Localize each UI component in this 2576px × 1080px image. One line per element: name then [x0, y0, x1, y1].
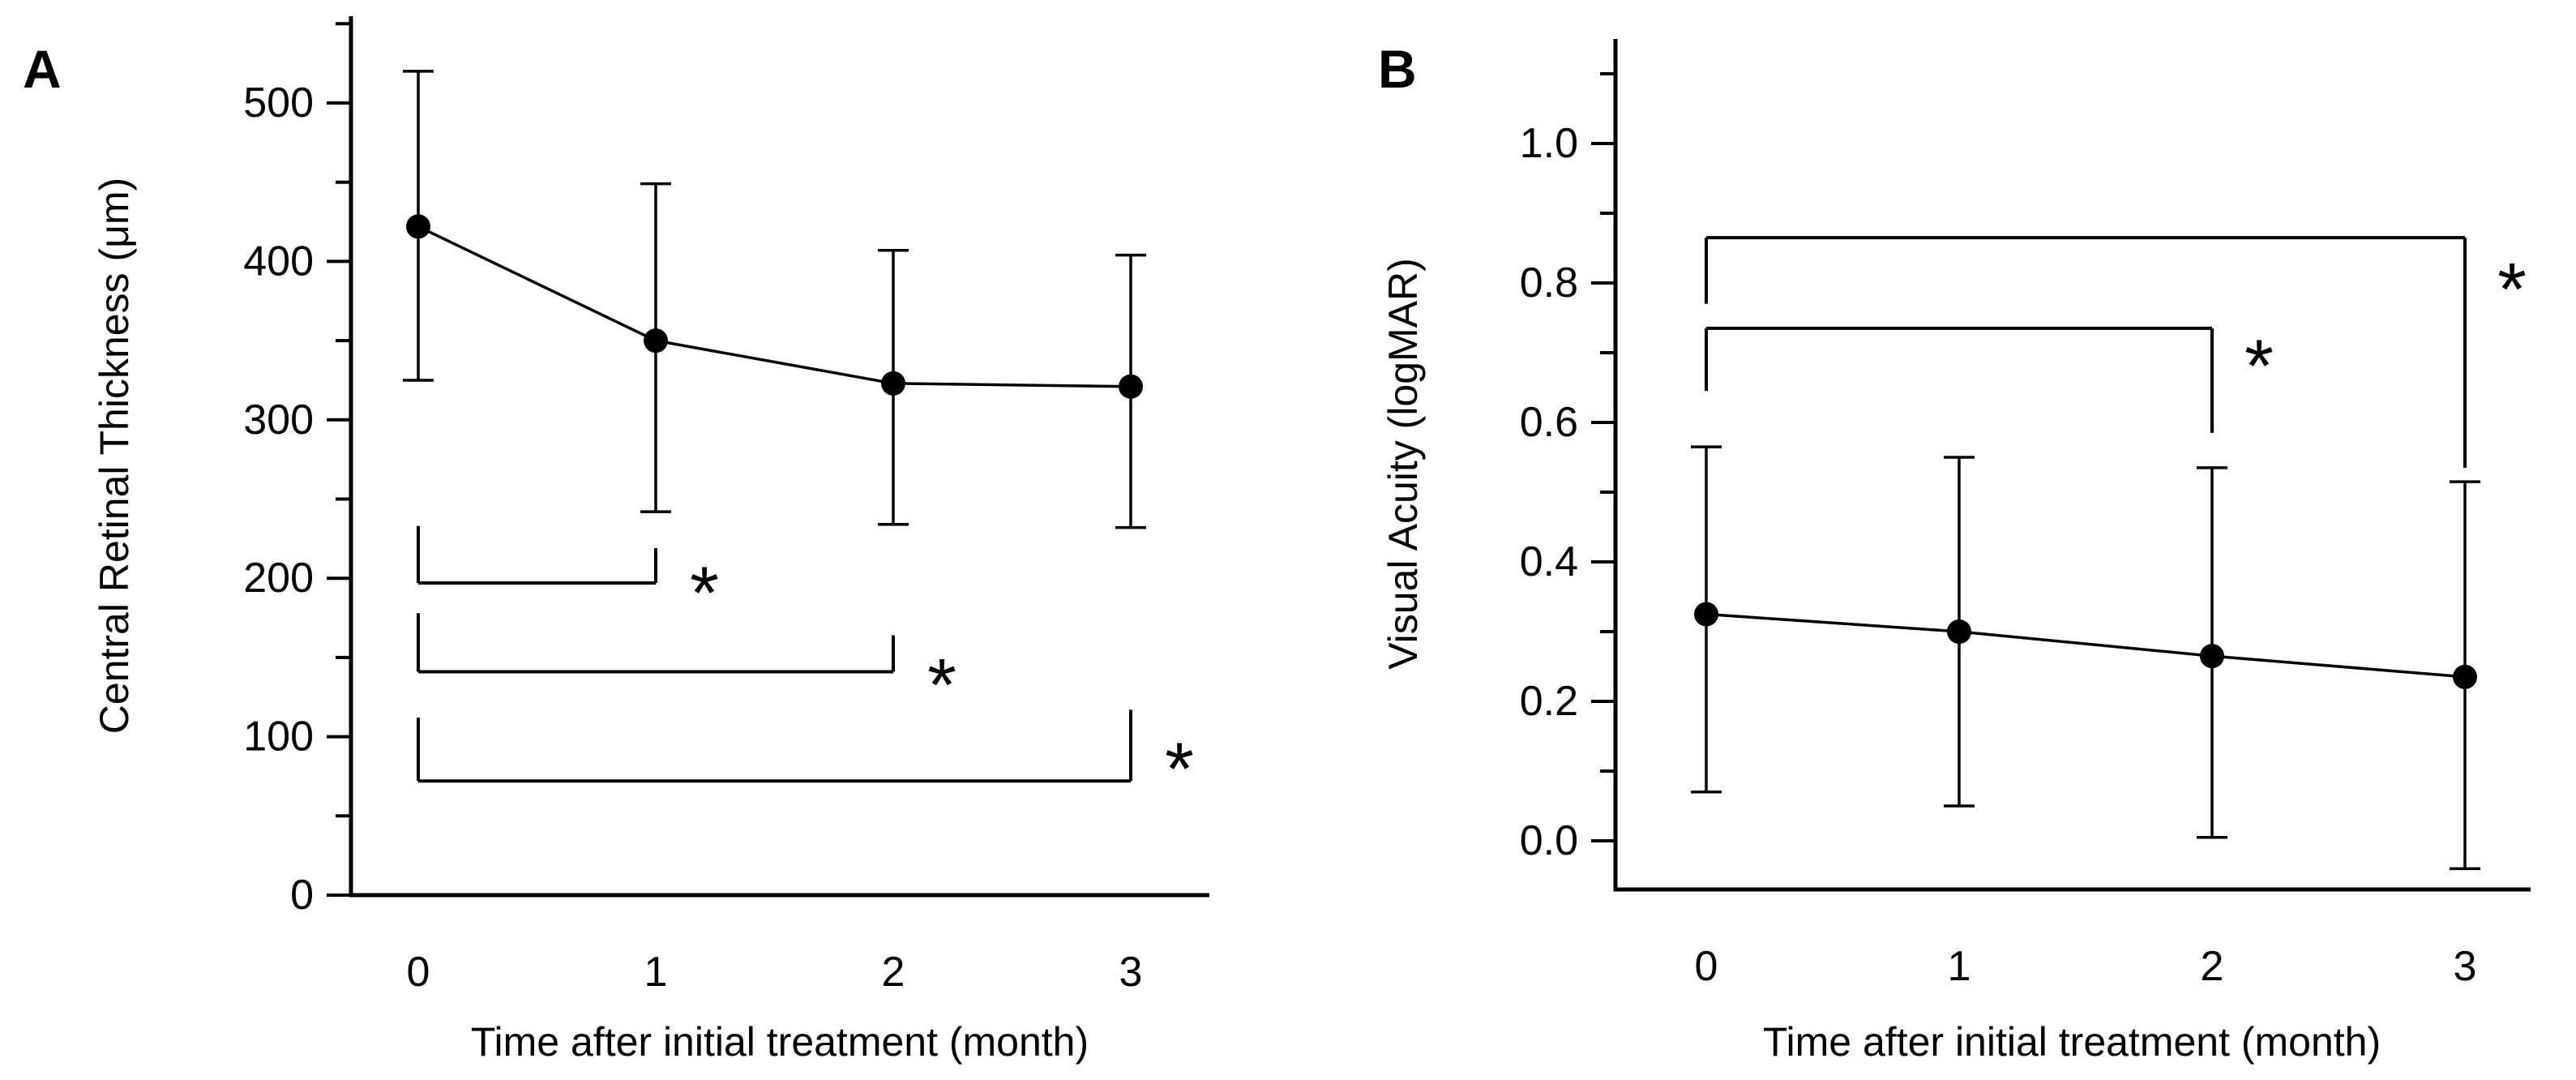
y-tick-label: 0.2 [1520, 678, 1578, 725]
panel-b-plot-area: 0.0 0.2 0.4 0.6 0.8 1.0 0 1 2 3 * * [1520, 39, 2531, 990]
data-point [1947, 619, 1971, 644]
panel-letter-a: A [23, 39, 62, 99]
y-tick-label: 0.8 [1520, 259, 1578, 306]
y-tick-label: 100 [243, 714, 314, 761]
x-tick-label: 0 [1695, 943, 1718, 990]
x-tick-label: 3 [2454, 943, 2477, 990]
y-tick-label: 0 [290, 872, 314, 919]
y-axis-title-a: Central Retinal Thickness (μm) [92, 178, 137, 734]
significance-asterisk: * [690, 552, 719, 635]
panel-a-plot-area: 0 100 200 300 400 500 0 1 2 3 * * * [243, 16, 1209, 996]
x-tick-label: 3 [1119, 949, 1143, 996]
x-tick-label: 1 [1948, 943, 1971, 990]
y-tick-label: 0.4 [1520, 538, 1578, 585]
data-point [1119, 374, 1143, 399]
data-point [2200, 644, 2224, 669]
significance-asterisk: * [2497, 248, 2527, 331]
panel-letter-b: B [1378, 39, 1417, 99]
data-line [417, 225, 1132, 388]
x-axis-title-b: Time after initial treatment (month) [1763, 1019, 2381, 1065]
y-tick-label: 1.0 [1520, 120, 1578, 167]
data-point [1694, 602, 1718, 627]
x-tick-label: 2 [2201, 943, 2224, 990]
y-tick-label: 300 [243, 396, 314, 444]
x-axis-title-a: Time after initial treatment (month) [471, 1019, 1089, 1065]
significance-asterisk: * [927, 644, 956, 726]
y-tick-label: 400 [243, 238, 314, 285]
data-point [406, 214, 430, 239]
y-tick-label: 500 [243, 79, 314, 126]
x-tick-label: 2 [882, 949, 905, 996]
x-tick-label: 0 [407, 949, 430, 996]
data-point [644, 328, 668, 354]
data-point [881, 371, 905, 396]
significance-asterisk: * [2244, 325, 2274, 408]
x-tick-label: 1 [644, 949, 668, 996]
data-point [2453, 664, 2477, 689]
y-tick-label: 0.6 [1520, 399, 1578, 446]
significance-asterisk: * [1165, 728, 1194, 811]
y-tick-label: 0.0 [1520, 817, 1578, 864]
data-line [1705, 612, 2466, 679]
y-tick-label: 200 [243, 555, 314, 602]
y-axis-title-b: Visual Acuity (logMAR) [1380, 258, 1426, 670]
